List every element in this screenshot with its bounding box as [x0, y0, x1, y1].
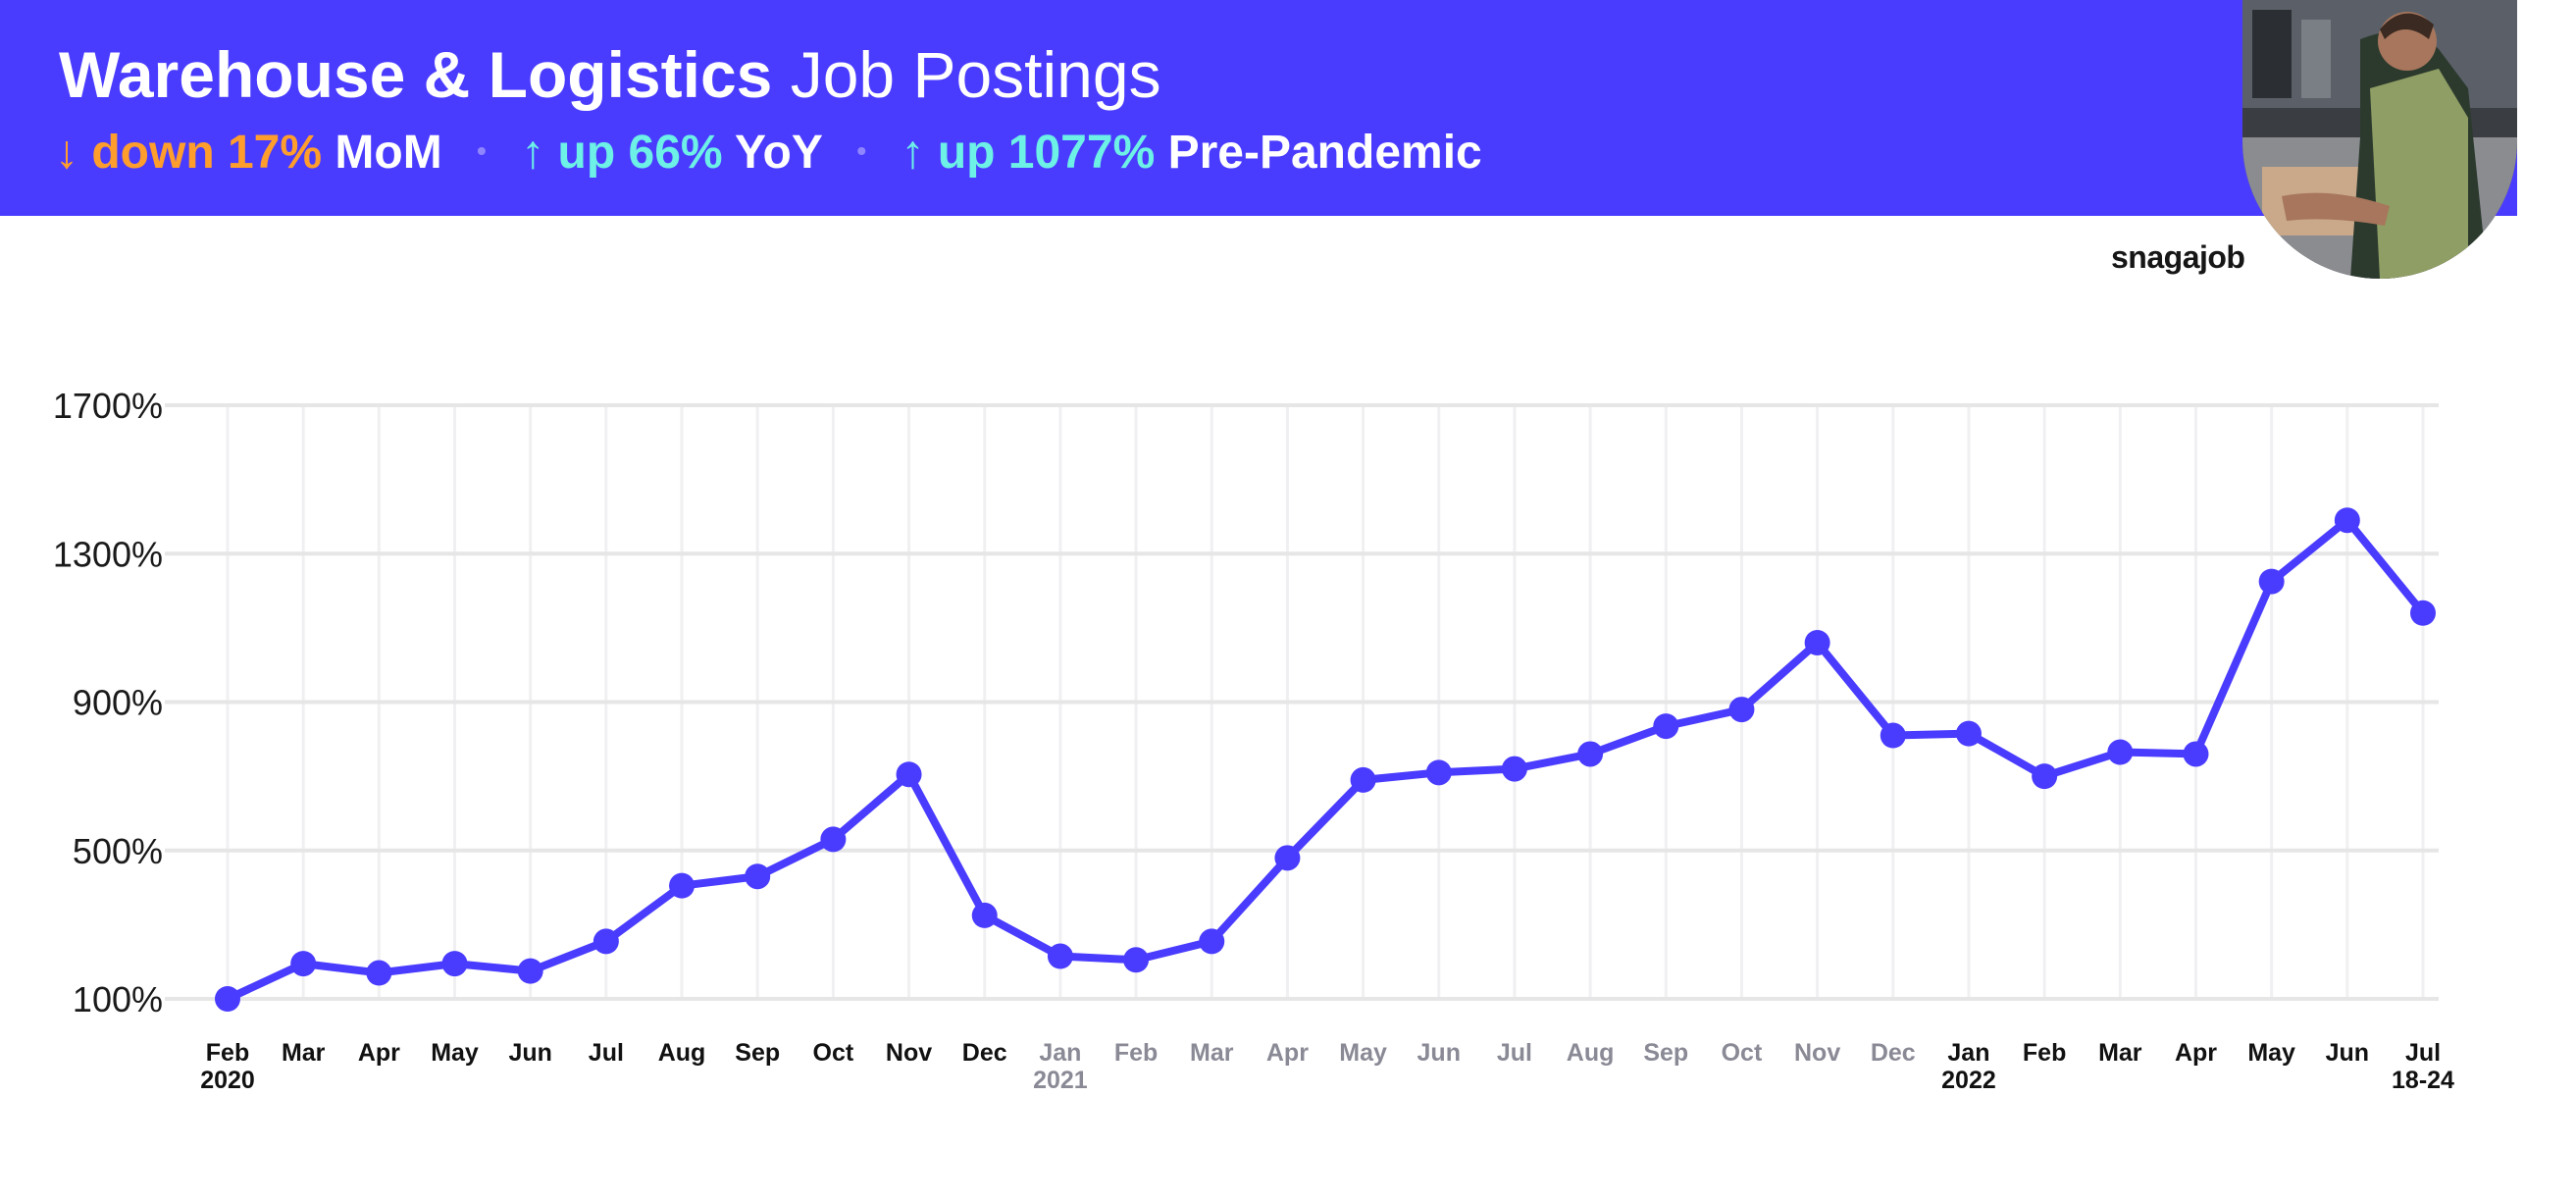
- x-tick-label: Mar: [1190, 1039, 1234, 1067]
- series-line: [224, 516, 2427, 1003]
- data-point: [517, 958, 543, 984]
- x-tick-label: Feb: [206, 1039, 249, 1067]
- data-point: [1274, 845, 1301, 871]
- data-point: [896, 761, 922, 788]
- separator-dot: •: [477, 135, 487, 166]
- x-tick-label: Mar: [2098, 1039, 2142, 1067]
- x-tick-label: Nov: [1794, 1039, 1840, 1067]
- x-tick-label: Jan: [1039, 1039, 1081, 1067]
- data-point: [2032, 763, 2058, 790]
- data-point: [215, 986, 240, 1012]
- data-point: [441, 951, 468, 977]
- data-point: [669, 872, 696, 899]
- data-point: [2410, 600, 2436, 626]
- mom-stat: ↓ down 17%: [55, 127, 322, 179]
- x-tick-sublabel: 18-24: [2392, 1067, 2454, 1094]
- data-point: [290, 951, 317, 977]
- x-tick-label: May: [2247, 1039, 2295, 1067]
- y-tick-label: 900%: [73, 683, 163, 723]
- x-tick-label: Apr: [1266, 1039, 1309, 1067]
- data-point: [820, 826, 847, 853]
- data-point: [1123, 947, 1150, 973]
- data-point: [592, 928, 619, 955]
- data-point: [1955, 720, 1982, 747]
- stats-row: ↓ down 17% MoM • ↑ up 66% YoY • ↑ up 107…: [55, 122, 1482, 184]
- yoy-label: YoY: [735, 127, 822, 179]
- separator-dot: •: [856, 135, 867, 166]
- arrow-up-icon: ↑: [901, 127, 925, 179]
- x-tick-label: Mar: [282, 1039, 326, 1067]
- x-tick-label: Jun: [508, 1039, 551, 1067]
- data-point: [2183, 741, 2209, 767]
- data-point: [1501, 756, 1527, 782]
- page-title: Warehouse & Logistics Job Postings: [59, 35, 1161, 114]
- y-tick-label: 100%: [73, 979, 163, 1019]
- x-tick-label: Dec: [962, 1039, 1007, 1067]
- yoy-change: up 66%: [557, 127, 723, 179]
- data-point: [1350, 766, 1376, 793]
- x-tick-label: Feb: [2023, 1039, 2066, 1067]
- header-banner: Warehouse & Logistics Job Postings ↓ dow…: [0, 0, 2517, 216]
- y-tick-label: 1300%: [53, 534, 163, 574]
- y-tick-label: 1700%: [53, 386, 163, 426]
- x-tick-label: Nov: [886, 1039, 932, 1067]
- data-point: [366, 960, 392, 986]
- data-point: [1577, 741, 1604, 767]
- x-tick-label: Oct: [1722, 1039, 1763, 1067]
- x-tick-label: Jun: [2326, 1039, 2369, 1067]
- data-point: [1804, 630, 1830, 655]
- title-bold: Warehouse & Logistics: [59, 38, 773, 111]
- series-postings: [215, 507, 2436, 1012]
- data-point: [2107, 739, 2134, 765]
- x-tick-label: Dec: [1871, 1039, 1916, 1067]
- mom-change: down 17%: [91, 127, 323, 179]
- x-tick-label: Jun: [1417, 1039, 1461, 1067]
- data-point: [1047, 943, 1073, 969]
- x-tick-label: Sep: [735, 1039, 780, 1067]
- data-point: [1653, 713, 1679, 740]
- pre-pandemic-label: Pre-Pandemic: [1167, 127, 1482, 179]
- title-light: Job Postings: [790, 38, 1161, 111]
- x-tick-label: May: [431, 1039, 479, 1067]
- data-point: [745, 863, 771, 890]
- x-tick-label: Sep: [1643, 1039, 1688, 1067]
- x-tick-label: Feb: [1114, 1039, 1158, 1067]
- y-axis: 100% 500% 900% 1300% 1700%: [53, 386, 163, 1019]
- x-tick-label: Oct: [813, 1039, 854, 1067]
- data-point: [1425, 759, 1452, 786]
- x-tick-sublabel: 2020: [200, 1067, 255, 1094]
- grid: [165, 403, 2439, 1001]
- x-tick-label: Apr: [358, 1039, 400, 1067]
- data-point: [1880, 722, 1906, 749]
- x-tick-label: Aug: [1567, 1039, 1615, 1067]
- x-tick-label: Aug: [658, 1039, 706, 1067]
- yoy-stat: ↑ up 66%: [521, 127, 722, 179]
- pre-pandemic-change: up 1077%: [937, 127, 1156, 179]
- data-point: [1199, 928, 1225, 955]
- x-tick-sublabel: 2022: [1941, 1067, 1996, 1094]
- data-point: [2258, 568, 2285, 595]
- x-tick-label: Apr: [2175, 1039, 2217, 1067]
- x-tick-label: Jul: [1497, 1039, 1532, 1067]
- x-tick-label: May: [1339, 1039, 1387, 1067]
- x-tick-label: Jul: [2405, 1039, 2441, 1067]
- data-point: [1728, 697, 1755, 723]
- arrow-up-icon: ↑: [521, 127, 545, 179]
- x-tick-label: Jul: [589, 1039, 624, 1067]
- data-point: [971, 902, 998, 928]
- x-tick-sublabel: 2021: [1033, 1067, 1088, 1094]
- data-point: [2334, 507, 2360, 534]
- x-tick-label: Jan: [1947, 1039, 1989, 1067]
- mom-label: MoM: [335, 127, 442, 179]
- y-tick-label: 500%: [73, 831, 163, 871]
- snagajob-logo: snagajob: [2111, 239, 2245, 275]
- arrow-down-icon: ↓: [55, 127, 78, 179]
- pre-pandemic-stat: ↑ up 1077%: [901, 127, 1155, 179]
